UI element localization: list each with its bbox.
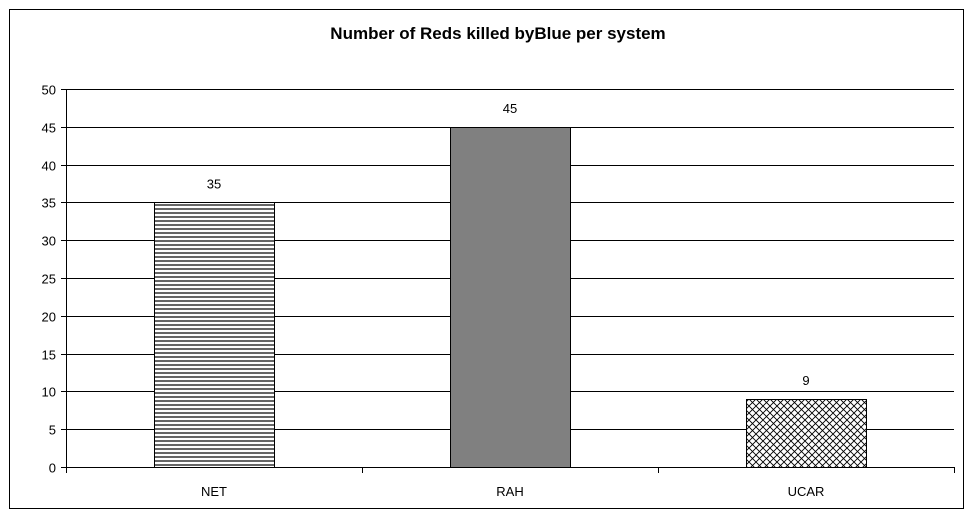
y-tick-label: 45: [42, 121, 56, 136]
data-label: 45: [503, 101, 517, 116]
y-tick-label: 15: [42, 348, 56, 363]
chart-title: Number of Reds killed byBlue per system: [330, 24, 665, 43]
y-tick-label: 10: [42, 385, 56, 400]
y-tick-label: 5: [49, 423, 56, 438]
y-tick-label: 0: [49, 461, 56, 476]
y-tick-label: 20: [42, 310, 56, 325]
y-tick-label: 40: [42, 159, 56, 174]
x-category-label: RAH: [496, 484, 523, 499]
data-label: 35: [207, 176, 221, 191]
y-tick-label: 35: [42, 196, 56, 211]
bar-rah: [450, 127, 571, 468]
y-tick-label: 50: [42, 83, 56, 98]
bar-ucar: [746, 399, 867, 468]
x-category-label: UCAR: [788, 484, 825, 499]
data-label: 9: [802, 373, 809, 388]
y-tick-label: 30: [42, 234, 56, 249]
bar-net: [154, 202, 275, 468]
y-tick-label: 25: [42, 272, 56, 287]
x-category-label: NET: [201, 484, 227, 499]
